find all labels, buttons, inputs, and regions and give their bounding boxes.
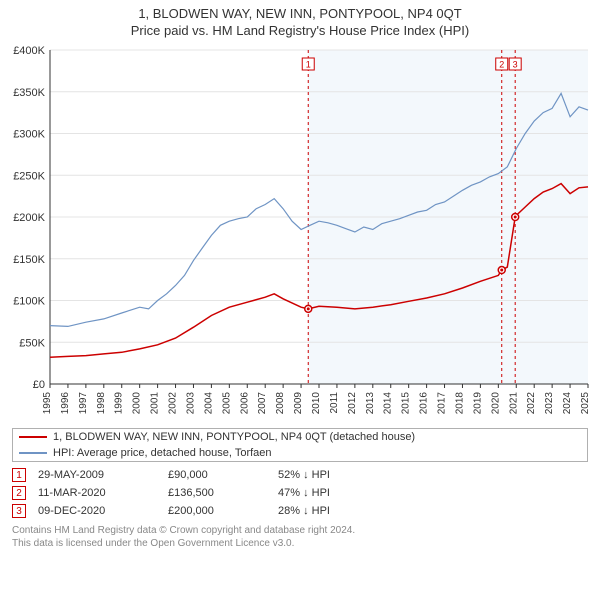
svg-text:1997: 1997 [78,392,89,415]
event-date: 29-MAY-2009 [38,469,168,481]
svg-text:2016: 2016 [419,392,430,415]
svg-text:2020: 2020 [490,392,501,415]
event-badge: 1 [12,468,26,482]
svg-text:3: 3 [513,60,518,70]
svg-text:2017: 2017 [437,392,448,415]
svg-text:£100K: £100K [13,296,45,308]
svg-text:2012: 2012 [347,392,358,415]
svg-text:£0: £0 [33,379,45,391]
svg-text:2018: 2018 [454,392,465,415]
footer-attribution: Contains HM Land Registry data © Crown c… [12,524,588,550]
svg-text:£400K: £400K [13,45,45,57]
footer-line-2: This data is licensed under the Open Gov… [12,537,588,550]
event-row: 2 11-MAR-2020£136,50047% ↓ HPI [12,486,588,500]
legend: 1, BLODWEN WAY, NEW INN, PONTYPOOL, NP4 … [12,428,588,462]
svg-text:2025: 2025 [580,392,591,415]
svg-text:2002: 2002 [168,392,179,415]
svg-text:2015: 2015 [401,392,412,415]
svg-text:£200K: £200K [13,212,45,224]
svg-text:2007: 2007 [257,392,268,415]
svg-text:2008: 2008 [275,392,286,415]
svg-text:2: 2 [499,60,504,70]
svg-text:2003: 2003 [185,392,196,415]
event-price: £136,500 [168,487,278,499]
svg-text:1998: 1998 [96,392,107,415]
svg-text:2023: 2023 [544,392,555,415]
legend-swatch [19,436,47,438]
svg-text:2004: 2004 [203,392,214,415]
chart-subtitle: Price paid vs. HM Land Registry's House … [0,23,600,38]
svg-text:£50K: £50K [19,337,45,349]
svg-text:2024: 2024 [562,392,573,415]
svg-text:2021: 2021 [508,392,519,415]
chart-svg: £0 £50K £100K £150K £200K £250K £300K £350K £400… [4,42,596,422]
event-date: 11-MAR-2020 [38,487,168,499]
svg-text:2019: 2019 [472,392,483,415]
svg-text:2001: 2001 [150,392,161,415]
svg-text:1996: 1996 [60,392,71,415]
legend-label: 1, BLODWEN WAY, NEW INN, PONTYPOOL, NP4 … [53,431,415,443]
svg-text:2014: 2014 [383,392,394,415]
svg-text:2005: 2005 [221,392,232,415]
svg-text:1999: 1999 [114,392,125,415]
svg-text:2011: 2011 [329,392,340,414]
svg-text:2009: 2009 [293,392,304,415]
event-delta: 28% ↓ HPI [278,505,588,517]
event-price: £90,000 [168,469,278,481]
svg-text:1: 1 [306,60,311,70]
legend-swatch [19,452,47,454]
svg-text:2000: 2000 [132,392,143,415]
chart-title: 1, BLODWEN WAY, NEW INN, PONTYPOOL, NP4 … [0,6,600,21]
svg-text:1995: 1995 [42,392,53,415]
svg-text:2006: 2006 [239,392,250,415]
footer-line-1: Contains HM Land Registry data © Crown c… [12,524,588,537]
event-delta: 52% ↓ HPI [278,469,588,481]
legend-row: 1, BLODWEN WAY, NEW INN, PONTYPOOL, NP4 … [13,429,587,445]
chart-area: £0 £50K £100K £150K £200K £250K £300K £350K £400… [4,42,596,422]
svg-text:2022: 2022 [526,392,537,415]
events-table: 1 29-MAY-2009£90,00052% ↓ HPI 2 11-MAR-2020… [12,468,588,518]
svg-text:£350K: £350K [13,87,45,99]
event-date: 09-DEC-2020 [38,505,168,517]
event-row: 3 09-DEC-2020£200,00028% ↓ HPI [12,504,588,518]
svg-text:£300K: £300K [13,129,45,141]
event-row: 1 29-MAY-2009£90,00052% ↓ HPI [12,468,588,482]
title-block: 1, BLODWEN WAY, NEW INN, PONTYPOOL, NP4 … [0,0,600,40]
event-badge: 3 [12,504,26,518]
svg-text:£250K: £250K [13,170,45,182]
svg-text:£150K: £150K [13,254,45,266]
event-delta: 47% ↓ HPI [278,487,588,499]
legend-row: HPI: Average price, detached house, Torf… [13,445,587,461]
event-badge: 2 [12,486,26,500]
svg-text:2010: 2010 [311,392,322,415]
svg-text:2013: 2013 [365,392,376,415]
event-price: £200,000 [168,505,278,517]
legend-label: HPI: Average price, detached house, Torf… [53,447,272,459]
